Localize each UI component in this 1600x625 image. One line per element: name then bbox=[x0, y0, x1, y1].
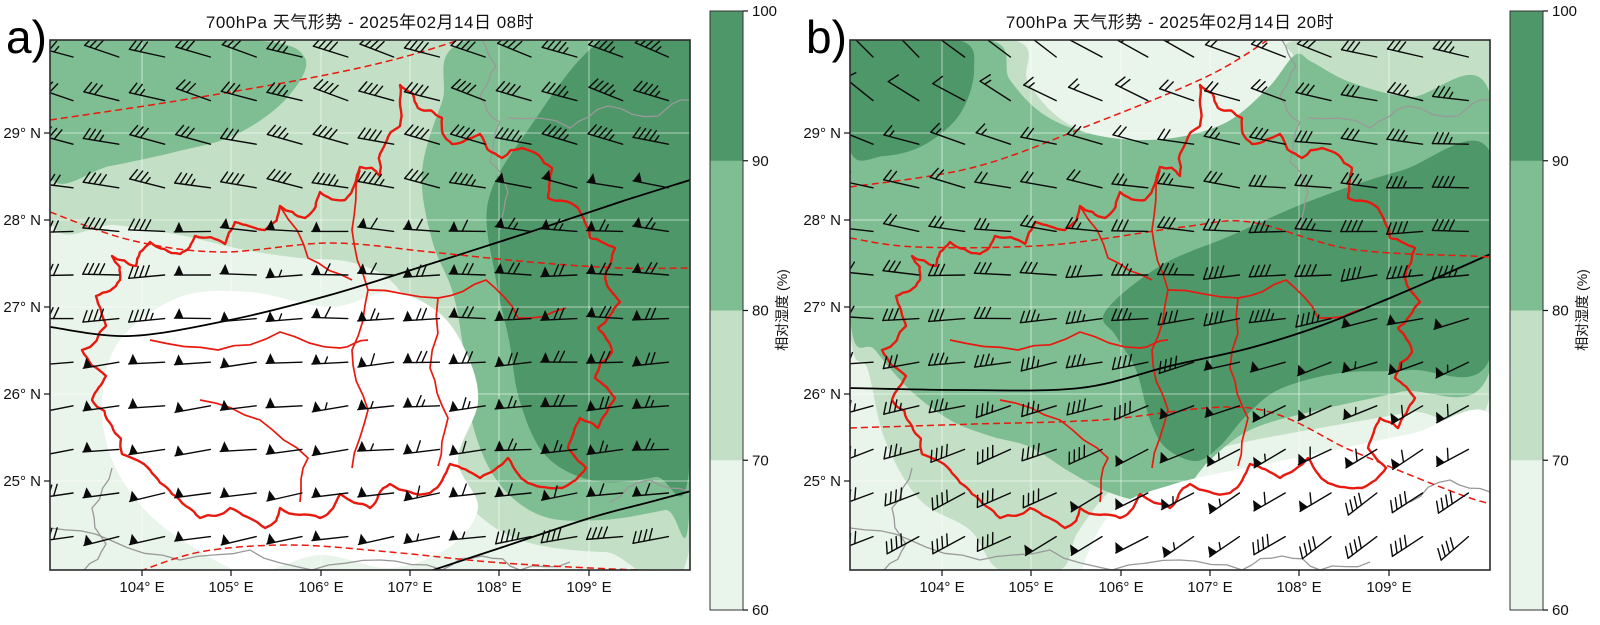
humidity-region-dry bbox=[101, 290, 479, 570]
black-contour-line bbox=[50, 179, 690, 337]
x-tick-label: 104° E bbox=[919, 579, 964, 596]
colorbar-band bbox=[1510, 11, 1543, 162]
map-chart-b: 104° E 105° E 106° E 107° E 108° E 109° E 29° … bbox=[803, 3, 1577, 619]
axis-ticks-and-labels: 104° E 105° E 106° E 107° E 108° E 109° E 29° … bbox=[803, 125, 1411, 596]
red-dashed-contour-line bbox=[141, 544, 660, 570]
y-tick-label: 26° N bbox=[803, 386, 841, 403]
colorbar-label-b: 相对湿度 (%) bbox=[1574, 269, 1590, 351]
red-dashed-contour-line bbox=[50, 211, 690, 270]
humidity-field bbox=[50, 40, 690, 570]
humidity-region-medium bbox=[50, 40, 307, 184]
y-tick-label: 28° N bbox=[803, 212, 841, 229]
wind-barbs-layer bbox=[50, 40, 670, 570]
red-dashed-contour-line bbox=[850, 219, 1490, 258]
panel-label-a: a) bbox=[6, 11, 47, 63]
contour-lines bbox=[50, 40, 690, 570]
colorbar-band bbox=[710, 11, 743, 162]
black-contour-line bbox=[850, 253, 1490, 392]
colorbar-band bbox=[1510, 160, 1543, 311]
x-tick-label: 106° E bbox=[298, 579, 343, 596]
y-tick-label: 26° N bbox=[3, 386, 41, 403]
x-tick-label: 106° E bbox=[1098, 579, 1143, 596]
humidity-region-dark bbox=[850, 40, 975, 161]
x-tick-label: 104° E bbox=[119, 579, 164, 596]
x-tick-label: 109° E bbox=[1366, 579, 1411, 596]
humidity-region-dry bbox=[473, 567, 568, 570]
colorbar-tick-label: 100 bbox=[752, 3, 777, 20]
colorbar-band bbox=[710, 310, 743, 461]
colorbar-tick-label: 90 bbox=[752, 153, 769, 170]
neighbor-province-borders bbox=[50, 40, 690, 570]
y-tick-label: 28° N bbox=[3, 212, 41, 229]
x-tick-label: 109° E bbox=[566, 579, 611, 596]
humidity-region-dark bbox=[1102, 140, 1490, 462]
red-dashed-contour-line bbox=[850, 40, 1269, 188]
map-frame bbox=[49, 39, 691, 571]
map-frame bbox=[849, 39, 1491, 571]
colorbar-band bbox=[710, 160, 743, 311]
y-tick-label: 27° N bbox=[803, 299, 841, 316]
x-tick-label: 105° E bbox=[1008, 579, 1053, 596]
colorbar: 100 90 80 70 60 bbox=[1509, 3, 1577, 619]
x-tick-label: 105° E bbox=[208, 579, 253, 596]
map-chart-a: 104° E 105° E 106° E 107° E 108° E 109° E 29° … bbox=[3, 3, 777, 619]
x-tick-label: 107° E bbox=[387, 579, 432, 596]
x-tick-label: 107° E bbox=[1187, 579, 1232, 596]
colorbar: 100 90 80 70 60 bbox=[709, 3, 777, 619]
colorbar-tick-label: 70 bbox=[752, 452, 769, 469]
y-tick-label: 29° N bbox=[803, 125, 841, 142]
x-tick-label: 108° E bbox=[1276, 579, 1321, 596]
contour-lines bbox=[850, 40, 1490, 505]
x-tick-label: 108° E bbox=[476, 579, 521, 596]
guizhou-outline bbox=[80, 83, 622, 530]
colorbar-band bbox=[710, 460, 743, 611]
panel-label-b: b) bbox=[806, 11, 847, 63]
panel-title-b: 700hPa 天气形势 - 2025年02月14日 20时 bbox=[1005, 13, 1335, 32]
y-tick-label: 25° N bbox=[3, 473, 41, 490]
colorbar-band bbox=[1510, 310, 1543, 461]
colorbar-tick-label: 70 bbox=[1552, 452, 1569, 469]
red-dashed-contour-line bbox=[850, 406, 1490, 505]
map-area bbox=[50, 40, 690, 570]
panel-title-a: 700hPa 天气形势 - 2025年02月14日 08时 bbox=[205, 13, 535, 32]
colorbar-tick-label: 80 bbox=[752, 303, 769, 320]
humidity-region-dry bbox=[1082, 409, 1490, 570]
colorbar-tick-label: 60 bbox=[752, 602, 769, 619]
colorbar-label-a: 相对湿度 (%) bbox=[774, 269, 790, 351]
guizhou-province-boundary bbox=[880, 83, 1422, 530]
axis-ticks-and-labels: 104° E 105° E 106° E 107° E 108° E 109° E 29° … bbox=[3, 125, 611, 596]
y-tick-label: 29° N bbox=[3, 125, 41, 142]
black-contour-line bbox=[430, 490, 690, 570]
colorbar-tick-label: 100 bbox=[1552, 3, 1577, 20]
graticule bbox=[50, 40, 690, 570]
wind-barbs-layer bbox=[850, 40, 1470, 561]
map-area bbox=[850, 40, 1490, 570]
graticule bbox=[850, 40, 1490, 570]
colorbar-tick-label: 80 bbox=[1552, 303, 1569, 320]
colorbar-tick-label: 60 bbox=[1552, 602, 1569, 619]
y-tick-label: 27° N bbox=[3, 299, 41, 316]
colorbar-tick-label: 90 bbox=[1552, 153, 1569, 170]
guizhou-outline bbox=[880, 83, 1422, 530]
colorbar-band bbox=[1510, 460, 1543, 611]
red-dashed-contour-line bbox=[50, 40, 462, 121]
y-tick-label: 25° N bbox=[803, 473, 841, 490]
